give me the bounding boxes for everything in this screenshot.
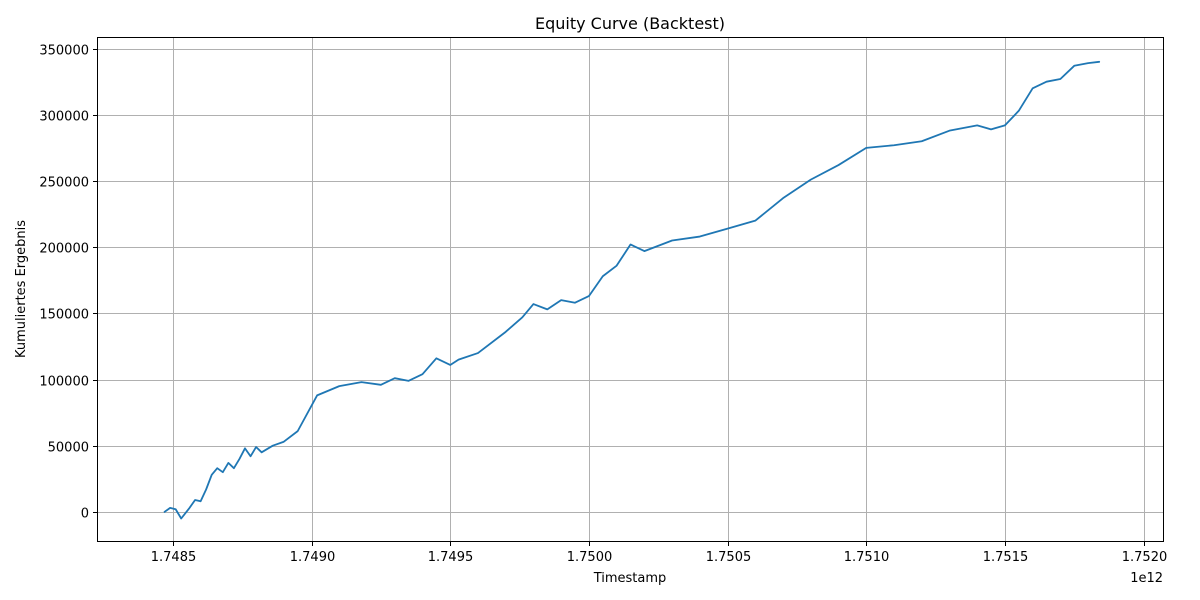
series-layer [163,60,1101,520]
y-tick-label: 0 [81,507,89,522]
x-tick-label: 1.7485 [151,550,197,565]
y-tick-label: 300000 [39,110,89,125]
y-tick-label: 100000 [39,375,89,390]
y-tick-label: 200000 [39,242,89,257]
x-tick-label: 1.7515 [983,550,1029,565]
x-axis-label: Timestamp [593,571,667,586]
y-tick-label: 350000 [39,44,89,59]
equity-series-line [163,60,1101,520]
y-tick-label: 250000 [39,176,89,191]
plot-area-frame [97,37,1164,542]
x-tick-label: 1.7500 [567,550,613,565]
chart-title: Equity Curve (Backtest) [535,14,725,33]
grid-lines [98,38,1163,541]
y-axis-label: Kumuliertes Ergebnis [14,220,29,358]
axis-ticks: 1.7485 1.7490 1.7495 1.7500 1.7505 1.7510 1.75… [39,44,1167,566]
x-tick-label: 1.7490 [290,550,336,565]
y-tick-label: 50000 [48,441,89,456]
x-tick-label: 1.7510 [844,550,890,565]
x-axis-offset-label: 1e12 [1130,571,1163,586]
x-tick-label: 1.7505 [706,550,752,565]
x-tick-label: 1.7520 [1122,550,1168,565]
y-tick-label: 150000 [39,308,89,323]
x-tick-label: 1.7495 [428,550,474,565]
